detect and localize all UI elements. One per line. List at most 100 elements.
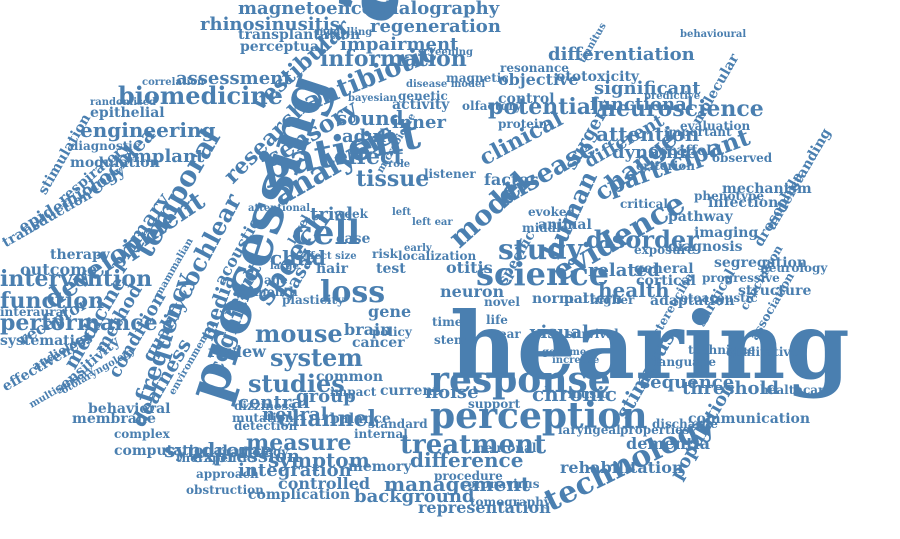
cloud-word: behavioural bbox=[680, 29, 747, 40]
cloud-word: impairment bbox=[340, 34, 459, 55]
cloud-word: perceptual bbox=[240, 39, 325, 55]
cloud-word: potential bbox=[488, 94, 600, 120]
cloud-word: review bbox=[208, 342, 266, 361]
cloud-word: policy bbox=[372, 325, 412, 339]
cloud-word: screening bbox=[418, 47, 474, 58]
cloud-word: progressive bbox=[702, 271, 780, 285]
cloud-word: detection bbox=[234, 419, 298, 433]
cloud-word: approach bbox=[196, 467, 259, 481]
cloud-word: life bbox=[486, 313, 508, 327]
cloud-word: rhinosinusitis bbox=[200, 14, 340, 35]
cloud-word: tomography bbox=[470, 495, 551, 509]
cloud-word: modulation bbox=[70, 155, 160, 171]
cloud-word: higher bbox=[590, 293, 635, 307]
cloud-word: infection bbox=[708, 195, 779, 211]
cloud-word: neural bbox=[262, 404, 328, 425]
cloud-word: current bbox=[380, 383, 440, 399]
cloud-word: trial bbox=[310, 204, 354, 225]
cloud-word: intervention bbox=[0, 266, 153, 292]
cloud-word: middle bbox=[522, 221, 569, 235]
cloud-word: balance bbox=[330, 411, 391, 427]
cloud-word: brain bbox=[344, 320, 392, 339]
cloud-word: adult bbox=[342, 126, 395, 147]
cloud-word: inner bbox=[392, 112, 446, 133]
cloud-word: sound bbox=[336, 106, 404, 130]
cloud-word: left ear bbox=[412, 217, 453, 228]
cloud-word: neuronal bbox=[476, 441, 537, 455]
cloud-word: magnetic bbox=[446, 71, 509, 85]
cloud-word: segregation bbox=[714, 255, 808, 271]
cloud-word: animal bbox=[538, 217, 592, 233]
cloud-word: otitis bbox=[446, 258, 493, 277]
cloud-word: coronavirus bbox=[460, 477, 540, 491]
cloud-word: loss bbox=[320, 275, 386, 310]
cloud-word: biomedicine bbox=[118, 81, 283, 110]
cloud-word: listener bbox=[424, 167, 476, 181]
cloud-word: common bbox=[316, 369, 384, 385]
cloud-word: genome bbox=[542, 347, 587, 358]
cloud-word: normal bbox=[532, 291, 589, 307]
cloud-word: epithelial bbox=[90, 105, 165, 121]
cloud-word: interaural bbox=[0, 305, 68, 319]
cloud-word: mouse bbox=[255, 319, 343, 348]
cloud-word: resonance bbox=[500, 61, 569, 75]
cloud-word: mechanism bbox=[722, 181, 812, 197]
cloud-word: neuroscience bbox=[600, 96, 764, 122]
cloud-word: technique bbox=[688, 343, 756, 357]
cloud-word: survival bbox=[566, 327, 619, 341]
cloud-word: threshold bbox=[682, 378, 779, 399]
cloud-word: gene bbox=[368, 302, 412, 321]
cloud-word: predictive bbox=[644, 91, 701, 102]
cloud-word: factor bbox=[484, 170, 538, 189]
cloud-word: systematic bbox=[0, 333, 84, 349]
cloud-word: internal bbox=[354, 427, 408, 441]
cloud-word: syndrome bbox=[164, 438, 274, 462]
cloud-word: important bbox=[664, 125, 732, 139]
cloud-word: case bbox=[336, 231, 371, 247]
cloud-word: time bbox=[432, 315, 463, 329]
cloud-word: health bbox=[598, 278, 670, 302]
cloud-word: attentional bbox=[248, 203, 310, 214]
cloud-word: pathway bbox=[668, 209, 733, 225]
cloud-word: neuron bbox=[440, 282, 505, 301]
cloud-word: system bbox=[270, 343, 363, 372]
cloud-word: response bbox=[430, 359, 611, 401]
cloud-word: study bbox=[498, 233, 583, 266]
cloud-word: function bbox=[0, 288, 105, 314]
cloud-word: measure bbox=[246, 430, 352, 456]
cloud-word: hearing bbox=[450, 292, 850, 400]
cloud-word: left bbox=[392, 207, 412, 218]
cloud-word: background bbox=[354, 486, 475, 507]
cloud-word: evaluation bbox=[680, 119, 751, 133]
cloud-word: increase bbox=[552, 355, 600, 366]
cloud-word: membrane bbox=[72, 411, 156, 427]
cloud-word: dementia bbox=[626, 434, 710, 453]
cloud-word: memory bbox=[348, 459, 412, 475]
cloud-word: early bbox=[404, 243, 432, 254]
cloud-word: protein bbox=[498, 117, 548, 131]
cloud-word: activity bbox=[392, 97, 450, 113]
cloud-word: olfactory bbox=[462, 99, 522, 113]
cloud-word: controlled bbox=[278, 474, 371, 493]
cloud-word: procedure bbox=[434, 469, 503, 483]
cloud-word: transplantation bbox=[238, 27, 361, 43]
cloud-word: pattern bbox=[564, 291, 623, 307]
cloud-word: language bbox=[654, 355, 716, 369]
cloud-word: hair bbox=[316, 261, 348, 277]
cloud-word: performance bbox=[0, 310, 158, 336]
cloud-word: chronic bbox=[532, 382, 617, 406]
cloud-word: treatment bbox=[400, 430, 547, 460]
cloud-word: test bbox=[376, 261, 406, 277]
cloud-word: stem bbox=[434, 333, 467, 347]
cloud-word: computational bbox=[114, 443, 228, 459]
cloud-word: tissue bbox=[356, 166, 430, 192]
cloud-word: magnetoencephalography bbox=[238, 0, 500, 19]
cloud-word: complex bbox=[114, 427, 170, 441]
cloud-word: outcome bbox=[20, 260, 98, 279]
cloud-word: significant bbox=[594, 78, 701, 99]
cloud-word: sequence bbox=[640, 372, 735, 393]
cloud-word: disease model bbox=[406, 79, 486, 90]
cloud-word: therapeutic bbox=[176, 451, 255, 465]
cloud-word: discharge bbox=[652, 417, 718, 431]
